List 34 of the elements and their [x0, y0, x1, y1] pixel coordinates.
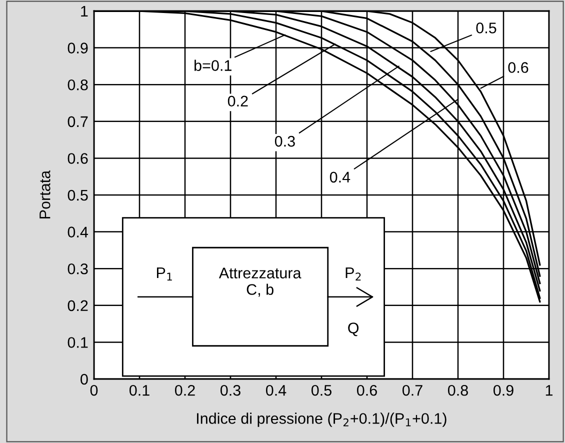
x-tick-label: 0.3	[220, 384, 240, 396]
x-tick-label: 0	[90, 384, 98, 396]
x-tick-label: 0.5	[311, 384, 332, 396]
x-tick-label: 0.7	[402, 384, 422, 396]
annotation: b=0.1	[194, 60, 232, 71]
x-tick-label: 0.6	[356, 384, 377, 396]
x-axis-title: Indice di pressione (P$_{2}$+0.1)/(P$_{1}$+0.1)	[197, 412, 446, 427]
y-tick-label: 0	[80, 374, 88, 385]
y-tick-label: 0.9	[68, 42, 88, 54]
x-tick-label: 0.2	[174, 384, 195, 396]
x-tick-label: 0.9	[493, 384, 514, 396]
y-tick-label: 0.5	[68, 190, 88, 201]
annotation: 0.3	[274, 136, 295, 147]
y-tick-label: 0.6	[68, 153, 88, 164]
annotation: Attrezzatura C, b	[218, 268, 302, 297]
annotation: Q	[348, 322, 359, 336]
y-tick-label: 0.2	[68, 300, 88, 312]
annotation: 0.6	[508, 62, 528, 73]
y-tick-label: 0.3	[68, 263, 88, 274]
annotation: P$_{2}$	[346, 268, 361, 281]
x-tick-label: 0.8	[448, 384, 468, 396]
annotation: 0.4	[330, 172, 350, 183]
x-tick-label: 1	[546, 385, 553, 396]
y-tick-label: 0.7	[68, 116, 88, 128]
y-tick-label: 0.8	[68, 79, 88, 90]
annotation: 0.5	[476, 22, 496, 34]
x-tick-label: 0.1	[129, 384, 150, 396]
annotation: P$_{1}$	[156, 268, 172, 281]
y-tick-label: 0.4	[68, 226, 88, 238]
y-axis-title: Portata	[40, 170, 50, 218]
annotation: 0.2	[228, 96, 248, 107]
y-tick-label: 0.1	[68, 337, 88, 348]
y-tick-label: 1	[81, 6, 88, 17]
x-tick-label: 0.4	[266, 384, 286, 396]
